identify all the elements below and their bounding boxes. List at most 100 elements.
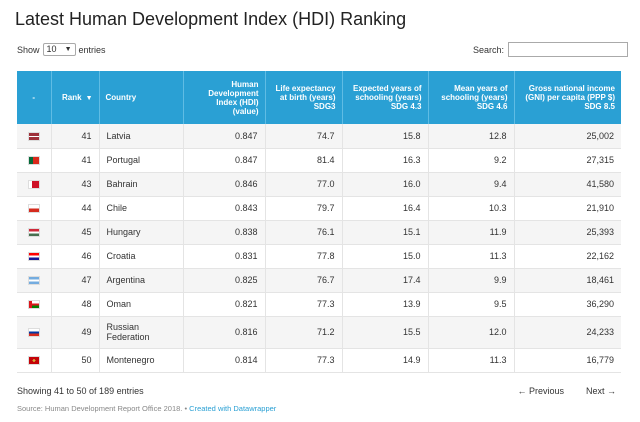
flag-cell [17, 292, 52, 317]
expected-header-line: Expected years of [353, 84, 422, 93]
mean-cell: 12.0 [428, 316, 515, 349]
hdi-header-line: Human [231, 79, 259, 89]
country-cell: Chile [99, 196, 184, 221]
mean-header-line: SDG 4.6 [476, 102, 508, 111]
mean-cell: 9.9 [428, 268, 515, 293]
rank-header-label: Rank [62, 92, 82, 102]
life-cell: 76.7 [265, 268, 343, 293]
rank-cell: 47 [51, 268, 100, 293]
sort-desc-icon: ▼ [85, 94, 93, 102]
rank-cell: 43 [51, 172, 100, 197]
table-row: 41 Portugal 0.847 81.4 16.3 9.2 27,315 [17, 148, 621, 173]
country-cell: Argentina [99, 268, 184, 293]
hdi-cell: 0.838 [183, 220, 266, 245]
flag-cell [17, 148, 52, 173]
hdi-cell: 0.825 [183, 268, 266, 293]
column-header-life-expectancy[interactable]: Life expectancy at birth (years) SDG3 [265, 71, 343, 124]
rank-cell: 44 [51, 196, 100, 221]
mean-header-line: Mean years of [454, 84, 508, 93]
mean-cell: 11.3 [428, 348, 515, 373]
flag-cell [17, 172, 52, 197]
hdi-cell: 0.831 [183, 244, 266, 269]
table-row: 48 Oman 0.821 77.3 13.9 9.5 36,290 [17, 292, 621, 317]
page-title: Latest Human Development Index (HDI) Ran… [15, 9, 407, 29]
expected-cell: 16.0 [342, 172, 429, 197]
hdi-cell: 0.821 [183, 292, 266, 317]
table-row: 49 Russian Federation 0.816 71.2 15.5 12.0 24,… [17, 316, 621, 349]
hdi-cell: 0.843 [183, 196, 266, 221]
latvia-flag-icon [27, 131, 40, 141]
gni-cell: 36,290 [514, 292, 621, 317]
flag-cell [17, 316, 52, 349]
next-button[interactable]: Next → [585, 386, 616, 396]
gni-header-line: (GNI) per capita (PPP $) [525, 93, 615, 102]
expected-cell: 15.5 [342, 316, 429, 349]
column-header-hdi[interactable]: Human Development Index (HDI) (value) [183, 71, 266, 124]
column-header-gni[interactable]: Gross national income (GNI) per capita (… [514, 71, 621, 124]
expected-cell: 16.4 [342, 196, 429, 221]
rank-cell: 41 [51, 124, 100, 149]
rank-cell: 50 [51, 348, 100, 373]
mean-cell: 11.3 [428, 244, 515, 269]
country-cell: Montenegro [99, 348, 184, 373]
gni-cell: 41,580 [514, 172, 621, 197]
gni-cell: 27,315 [514, 148, 621, 173]
life-cell: 71.2 [265, 316, 343, 349]
column-header-flag[interactable]: - [17, 71, 52, 124]
life-cell: 77.0 [265, 172, 343, 197]
datawrapper-link[interactable]: Created with Datawrapper [189, 404, 277, 413]
expected-header-line: schooling (years) [355, 93, 422, 102]
gni-cell: 22,162 [514, 244, 621, 269]
entries-select[interactable]: 10 ▼ [42, 43, 76, 56]
column-header-country[interactable]: Country [99, 71, 184, 124]
entries-length-control: Show 10 ▼ entries [17, 43, 106, 56]
life-cell: 77.8 [265, 244, 343, 269]
croatia-flag-icon [27, 252, 40, 262]
expected-header-line: SDG 4.3 [390, 102, 422, 111]
table-header-row: - Rank ▼ Country Human Development Index … [17, 71, 621, 124]
table-row: 41 Latvia 0.847 74.7 15.8 12.8 25,002 [17, 124, 621, 149]
country-cell: Portugal [99, 148, 184, 173]
gni-cell: 16,779 [514, 348, 621, 373]
hdi-table: - Rank ▼ Country Human Development Index … [17, 71, 621, 373]
country-cell: Oman [99, 292, 184, 317]
hungary-flag-icon [27, 228, 40, 238]
russia-flag-icon [27, 328, 40, 338]
country-cell: Croatia [99, 244, 184, 269]
search-control: Search: [473, 42, 628, 57]
length-prefix: Show [17, 44, 40, 55]
expected-cell: 13.9 [342, 292, 429, 317]
previous-button[interactable]: ← Previous [517, 386, 564, 396]
rank-cell: 45 [51, 220, 100, 245]
column-header-expected-schooling[interactable]: Expected years of schooling (years) SDG … [342, 71, 429, 124]
flag-cell [17, 220, 52, 245]
column-header-mean-schooling[interactable]: Mean years of schooling (years) SDG 4.6 [428, 71, 515, 124]
gni-header-line: Gross national income [528, 84, 615, 93]
pagination: ← Previous Next → [517, 386, 616, 396]
gni-cell: 18,461 [514, 268, 621, 293]
country-cell: Russian Federation [99, 316, 184, 349]
gni-header-line: SDG 8.5 [584, 102, 615, 111]
expected-cell: 15.1 [342, 220, 429, 245]
table-row: 45 Hungary 0.838 76.1 15.1 11.9 25,393 [17, 220, 621, 245]
hdi-header-line: Index (HDI) [216, 97, 259, 107]
country-cell: Hungary [99, 220, 184, 245]
life-cell: 79.7 [265, 196, 343, 221]
source-text: Source: Human Development Report Office … [17, 404, 188, 413]
mean-cell: 9.4 [428, 172, 515, 197]
flag-cell [17, 244, 52, 269]
source-note: Source: Human Development Report Office … [17, 404, 276, 413]
search-input[interactable] [508, 42, 628, 57]
hdi-header-line: Development [208, 88, 259, 98]
hdi-cell: 0.847 [183, 148, 266, 173]
table-row: 50 Montenegro 0.814 77.3 14.9 11.3 16,779 [17, 348, 621, 373]
expected-cell: 14.9 [342, 348, 429, 373]
hdi-header-line: (value) [232, 106, 259, 116]
column-header-rank[interactable]: Rank ▼ [51, 71, 100, 124]
life-cell: 74.7 [265, 124, 343, 149]
argentina-flag-icon [27, 276, 40, 286]
expected-cell: 17.4 [342, 268, 429, 293]
hdi-cell: 0.816 [183, 316, 266, 349]
rank-cell: 41 [51, 148, 100, 173]
chile-flag-icon [27, 204, 40, 214]
